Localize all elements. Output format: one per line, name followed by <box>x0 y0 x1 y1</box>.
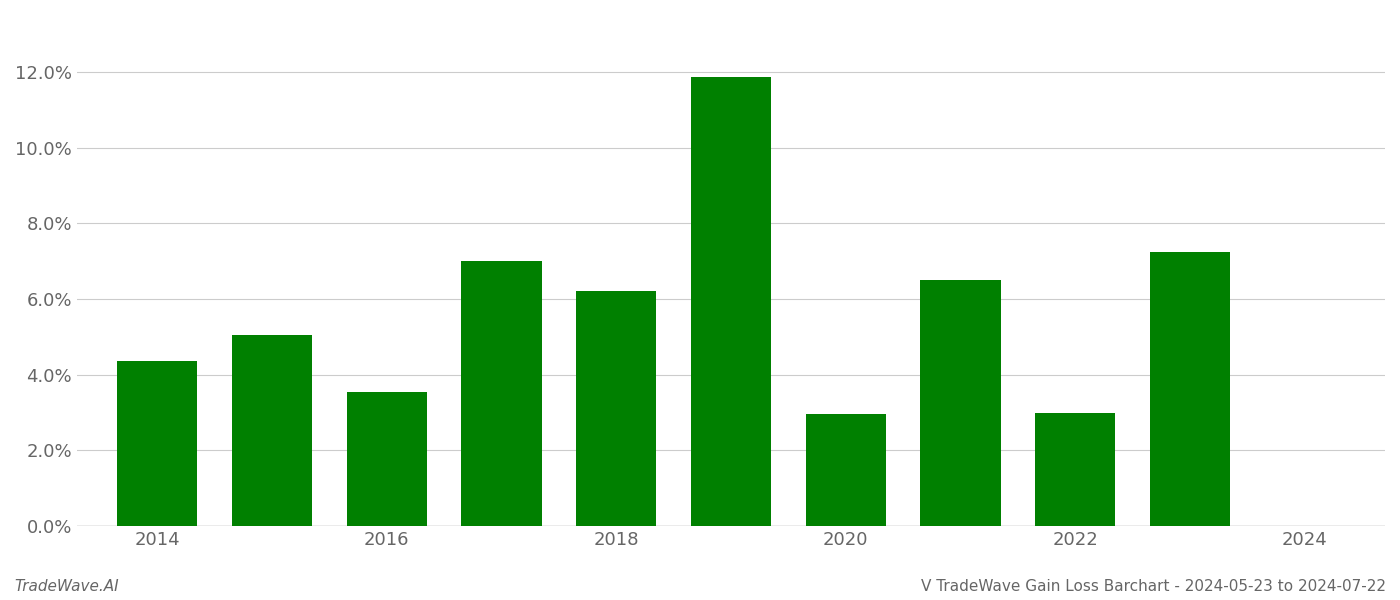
Bar <box>347 392 427 526</box>
Bar <box>805 415 886 526</box>
Bar <box>232 335 312 526</box>
Bar <box>461 261 542 526</box>
Bar <box>1149 251 1231 526</box>
Bar <box>118 361 197 526</box>
Bar <box>1035 413 1116 526</box>
Bar <box>575 292 657 526</box>
Text: TradeWave.AI: TradeWave.AI <box>14 579 119 594</box>
Bar <box>690 77 771 526</box>
Bar <box>920 280 1001 526</box>
Text: V TradeWave Gain Loss Barchart - 2024-05-23 to 2024-07-22: V TradeWave Gain Loss Barchart - 2024-05… <box>921 579 1386 594</box>
